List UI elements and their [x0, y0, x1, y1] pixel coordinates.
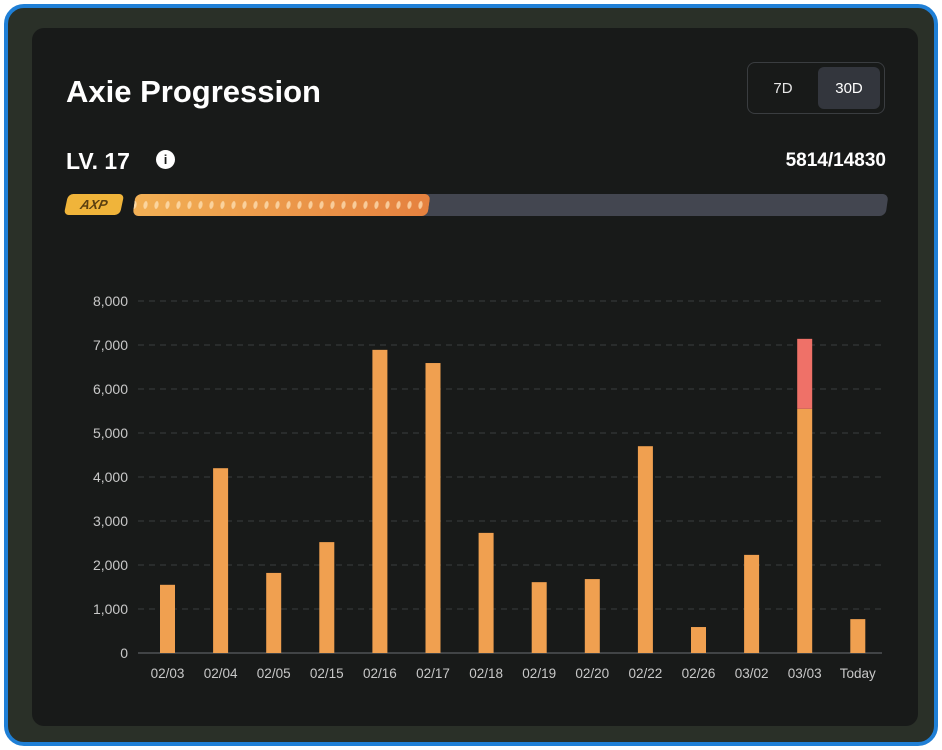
x-tick-label: 03/03 [788, 666, 822, 681]
info-icon[interactable]: i [156, 150, 175, 169]
x-tick-label: 02/16 [363, 666, 397, 681]
bar-base [744, 554, 760, 653]
y-tick-label: 2,000 [93, 557, 128, 573]
bar-base [797, 408, 813, 653]
y-tick-label: 0 [120, 645, 128, 661]
progression-card: Axie Progression 7D 30D LV. 17 i 5814/14… [32, 28, 918, 726]
card-title: Axie Progression [66, 74, 321, 109]
range-toggle: 7D 30D [747, 62, 885, 114]
x-tick-label: 02/19 [522, 666, 556, 681]
bar-base [478, 532, 494, 653]
xp-count: 5814/14830 [785, 150, 886, 171]
x-tick-label: 03/02 [735, 666, 769, 681]
bar-base [160, 584, 175, 653]
x-tick-label: 02/15 [310, 666, 344, 681]
bar-base [584, 579, 600, 653]
y-tick-label: 5,000 [93, 425, 128, 441]
bar-base [637, 446, 653, 653]
bar-base [691, 627, 706, 653]
x-tick-label: Today [840, 666, 876, 681]
y-tick-label: 1,000 [93, 601, 128, 617]
x-tick-label: 02/17 [416, 666, 450, 681]
bar-base [319, 542, 335, 653]
x-tick-label: 02/18 [469, 666, 503, 681]
bar-base [266, 572, 282, 653]
tab-7d[interactable]: 7D [773, 79, 793, 97]
level-label: LV. 17 [66, 148, 130, 174]
window-frame: Axie Progression 7D 30D LV. 17 i 5814/14… [4, 4, 938, 746]
x-tick-label: 02/26 [682, 666, 716, 681]
y-tick-label: 4,000 [93, 469, 128, 485]
bar-base [850, 619, 866, 653]
bar-base [372, 349, 388, 653]
x-tick-label: 02/04 [204, 666, 238, 681]
y-tick-label: 7,000 [93, 337, 128, 353]
bar-base [213, 468, 229, 653]
xp-bar-chart: 0 1,000 2,000 3,000 4,000 5,000 6,000 7,000 8,00… [93, 293, 882, 681]
tab-30d[interactable]: 30D [818, 67, 880, 109]
x-tick-label: 02/22 [629, 666, 663, 681]
x-tick-label: 02/03 [151, 666, 185, 681]
x-tick-label: 02/05 [257, 666, 291, 681]
x-tick-label: 02/20 [575, 666, 609, 681]
bar-base [425, 363, 441, 653]
y-tick-label: 8,000 [93, 293, 128, 309]
bar-extra [797, 338, 813, 409]
y-tick-label: 3,000 [93, 513, 128, 529]
y-tick-label: 6,000 [93, 381, 128, 397]
bar-base [531, 582, 547, 653]
